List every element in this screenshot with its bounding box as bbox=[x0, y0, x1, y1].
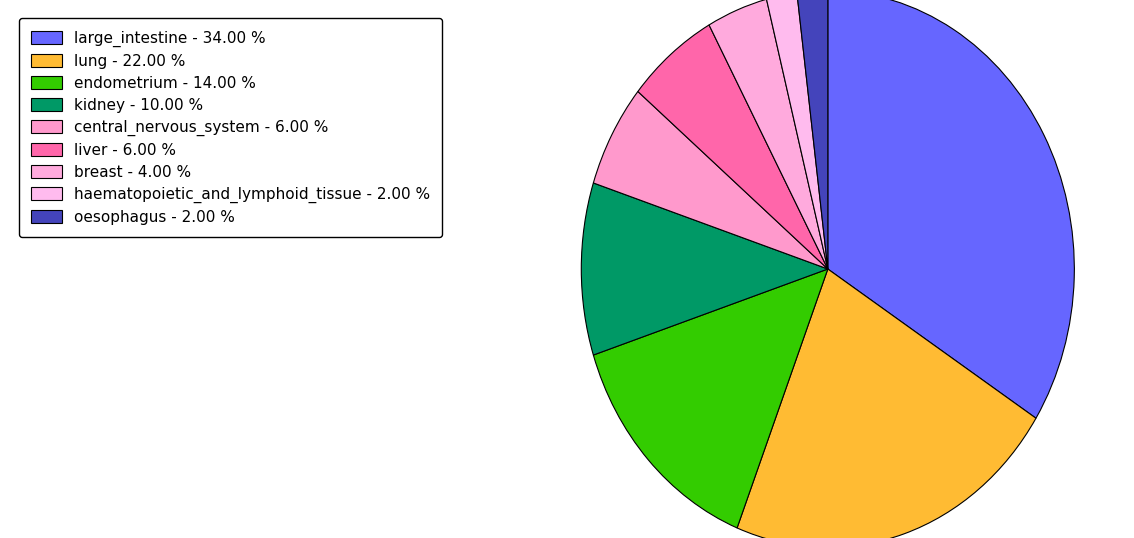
Wedge shape bbox=[593, 269, 828, 528]
Legend: large_intestine - 34.00 %, lung - 22.00 %, endometrium - 14.00 %, kidney - 10.00: large_intestine - 34.00 %, lung - 22.00 … bbox=[19, 18, 442, 237]
Wedge shape bbox=[593, 91, 828, 269]
Wedge shape bbox=[637, 25, 828, 269]
Wedge shape bbox=[582, 183, 828, 355]
Wedge shape bbox=[828, 0, 1074, 418]
Wedge shape bbox=[709, 0, 828, 269]
Wedge shape bbox=[767, 0, 828, 269]
Wedge shape bbox=[737, 269, 1036, 538]
Wedge shape bbox=[797, 0, 828, 269]
